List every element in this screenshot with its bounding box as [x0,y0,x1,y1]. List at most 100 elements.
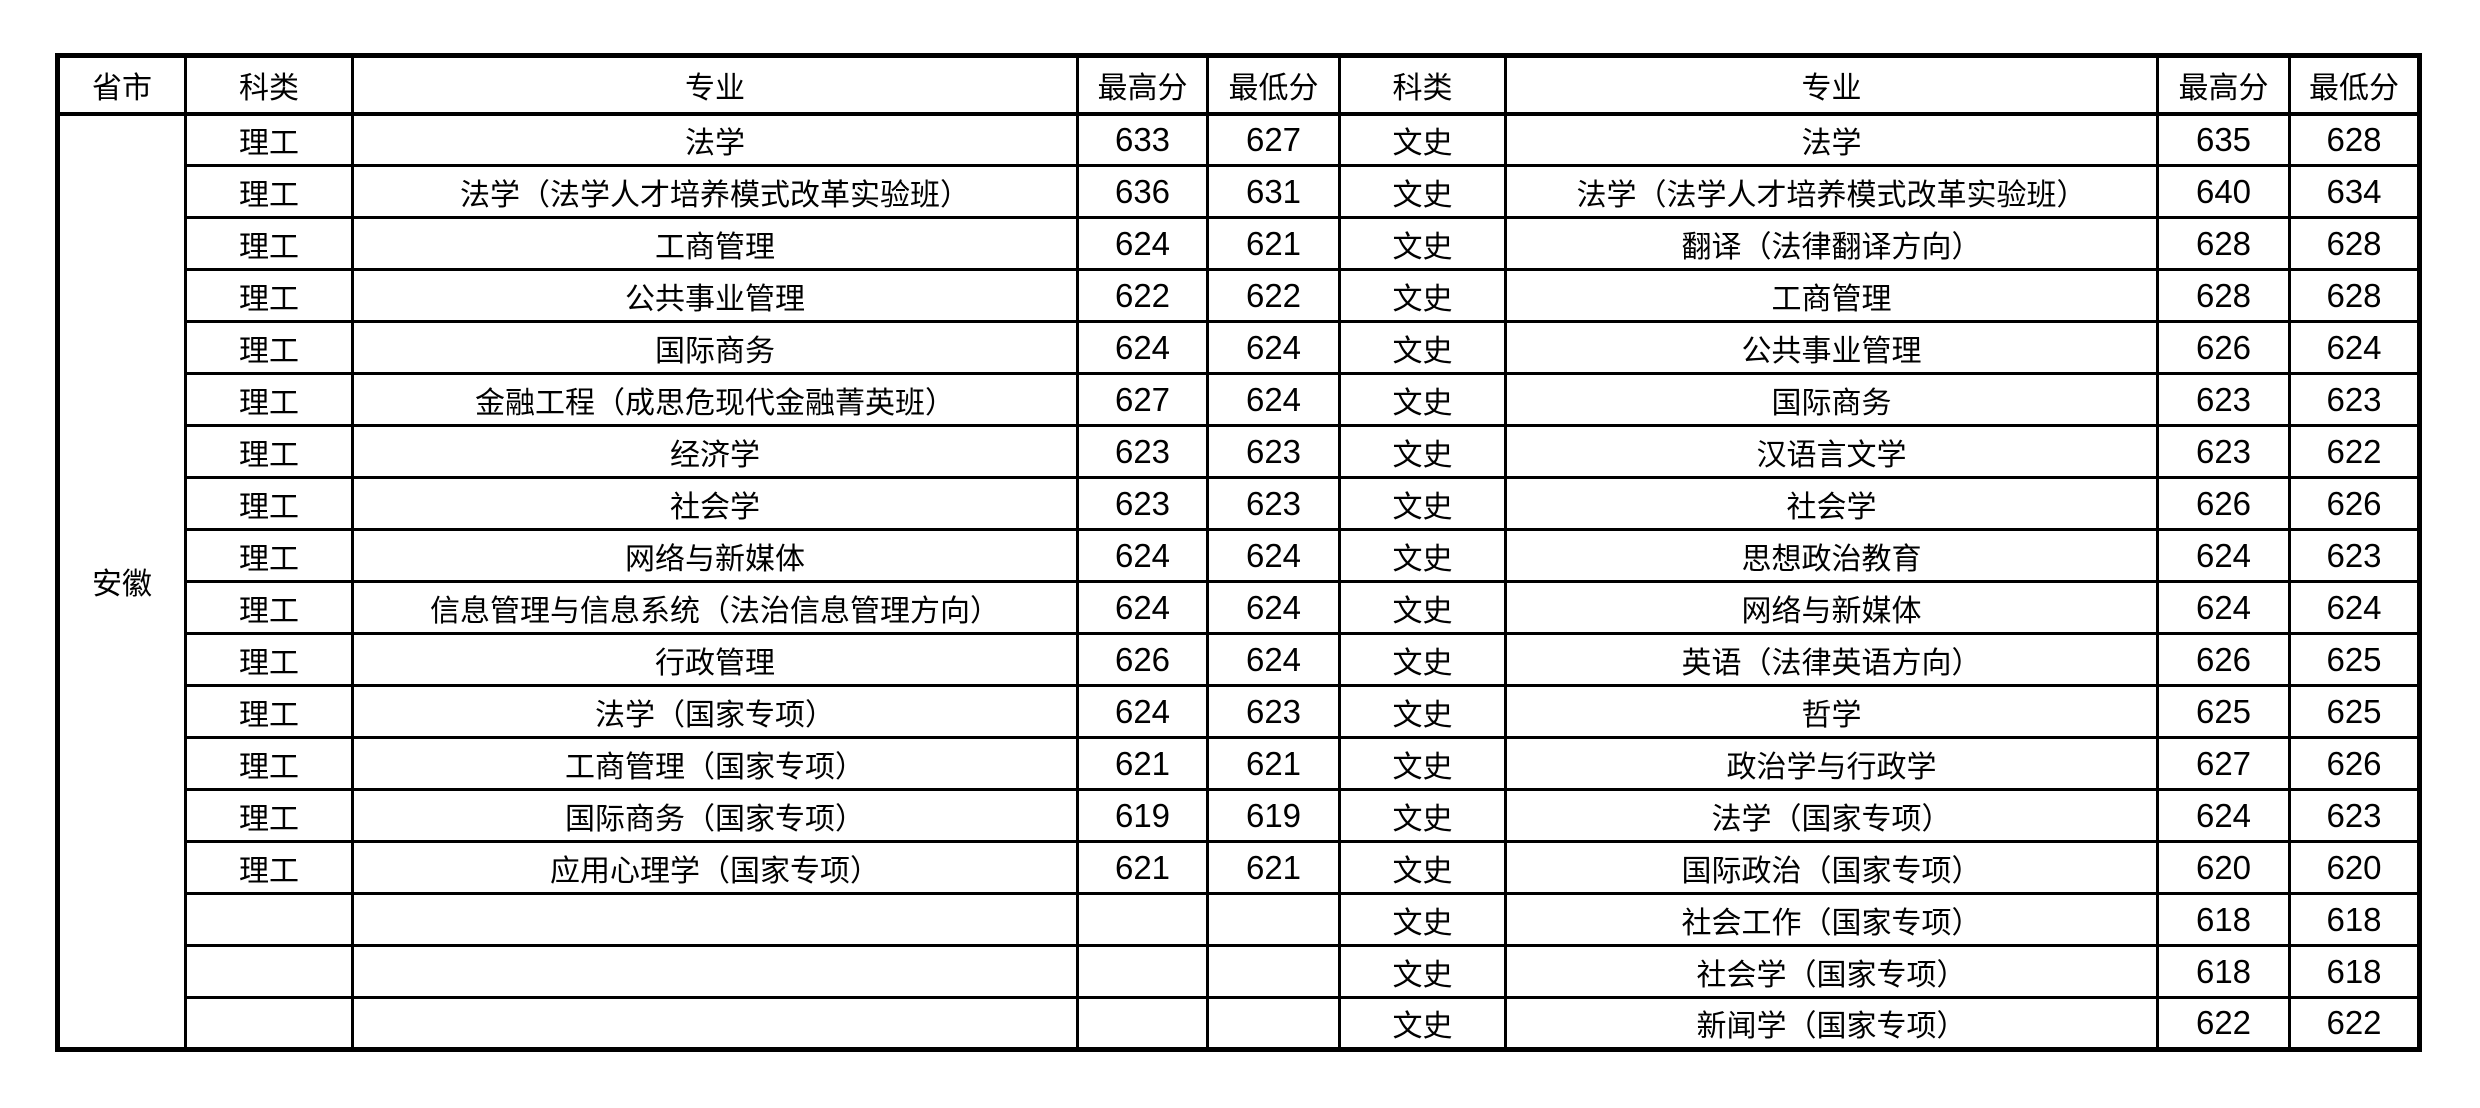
min-score-cell-right: 624 [2288,580,2421,635]
min-score-cell-right: 623 [2288,372,2421,427]
max-score-cell-right: 628 [2156,268,2291,323]
max-score-cell-right: 623 [2156,372,2291,427]
max-score-cell-left: 624 [1076,580,1209,635]
min-score-cell-right: 623 [2288,528,2421,583]
max-score-cell-left: 636 [1076,164,1209,219]
header-max-score-right: 最高分 [2156,54,2291,116]
major-cell-left: 应用心理学（国家专项） [351,840,1079,895]
major-cell-left [351,996,1079,1051]
max-score-cell-left: 624 [1076,216,1209,271]
min-score-cell-left: 623 [1206,684,1341,739]
category-cell-right: 文史 [1338,996,1507,1051]
category-cell-right: 文史 [1338,164,1507,219]
major-cell-right: 工商管理 [1504,268,2159,323]
min-score-cell-left: 624 [1206,528,1341,583]
major-cell-left: 经济学 [351,424,1079,479]
max-score-cell-right: 618 [2156,892,2291,947]
major-cell-right: 新闻学（国家专项） [1504,996,2159,1051]
category-cell-left: 理工 [184,372,354,427]
table-row: 文史 社会工作（国家专项） 618 618 [58,892,2421,947]
min-score-cell-left [1206,996,1341,1051]
min-score-cell-right: 622 [2288,996,2421,1051]
max-score-cell-left: 623 [1076,476,1209,531]
major-cell-left: 工商管理 [351,216,1079,271]
category-cell-left: 理工 [184,632,354,687]
max-score-cell-left: 624 [1076,528,1209,583]
table-row: 文史 社会学（国家专项） 618 618 [58,944,2421,999]
max-score-cell-left: 633 [1076,112,1209,167]
min-score-cell-right: 628 [2288,268,2421,323]
category-cell-right: 文史 [1338,476,1507,531]
major-cell-right: 社会学（国家专项） [1504,944,2159,999]
major-cell-right: 公共事业管理 [1504,320,2159,375]
max-score-cell-right: 622 [2156,996,2291,1051]
min-score-cell-right: 620 [2288,840,2421,895]
major-cell-left: 国际商务（国家专项） [351,788,1079,843]
min-score-cell-right: 626 [2288,736,2421,791]
category-cell-left: 理工 [184,424,354,479]
header-province: 省市 [56,54,187,116]
category-cell-left [184,996,354,1051]
category-cell-right: 文史 [1338,268,1507,323]
header-row: 省市 科类 专业 最高分 最低分 科类 专业 最高分 最低分 [56,54,2421,116]
major-cell-left: 社会学 [351,476,1079,531]
major-cell-left [351,944,1079,999]
table-row: 理工 国际商务 624 624 文史 公共事业管理 626 624 [58,320,2421,375]
max-score-cell-left [1076,892,1209,947]
major-cell-left: 国际商务 [351,320,1079,375]
min-score-cell-left: 623 [1206,476,1341,531]
category-cell-right: 文史 [1338,736,1507,791]
category-cell-right: 文史 [1338,684,1507,739]
min-score-cell-left: 624 [1206,372,1341,427]
major-cell-right: 社会学 [1504,476,2159,531]
min-score-cell-right: 628 [2288,216,2421,271]
table-row: 理工 工商管理 624 621 文史 翻译（法律翻译方向） 628 628 [58,216,2421,271]
max-score-cell-right: 625 [2156,684,2291,739]
admission-scores-table: 省市 科类 专业 最高分 最低分 科类 专业 最高分 最低分 安徽 理工 法学 633… [55,53,2422,1052]
category-cell-left: 理工 [184,788,354,843]
min-score-cell-right: 618 [2288,892,2421,947]
max-score-cell-right: 623 [2156,424,2291,479]
category-cell-right: 文史 [1338,580,1507,635]
category-cell-left: 理工 [184,476,354,531]
min-score-cell-left: 624 [1206,580,1341,635]
max-score-cell-right: 626 [2156,320,2291,375]
category-cell-right: 文史 [1338,372,1507,427]
table-row: 理工 信息管理与信息系统（法治信息管理方向） 624 624 文史 网络与新媒体 624 62… [58,580,2421,635]
major-cell-right: 哲学 [1504,684,2159,739]
header-category-left: 科类 [184,54,354,116]
max-score-cell-right: 624 [2156,580,2291,635]
max-score-cell-right: 624 [2156,788,2291,843]
major-cell-left: 金融工程（成思危现代金融菁英班） [351,372,1079,427]
max-score-cell-left: 619 [1076,788,1209,843]
category-cell-left: 理工 [184,840,354,895]
major-cell-right: 英语（法律英语方向） [1504,632,2159,687]
max-score-cell-left: 623 [1076,424,1209,479]
category-cell-right: 文史 [1338,320,1507,375]
header-min-score-right: 最低分 [2288,54,2421,116]
major-cell-left: 法学（法学人才培养模式改革实验班） [351,164,1079,219]
min-score-cell-left: 627 [1206,112,1341,167]
category-cell-left: 理工 [184,580,354,635]
category-cell-right: 文史 [1338,424,1507,479]
category-cell-left [184,892,354,947]
table-row: 理工 工商管理（国家专项） 621 621 文史 政治学与行政学 627 626 [58,736,2421,791]
category-cell-right: 文史 [1338,216,1507,271]
min-score-cell-left: 621 [1206,736,1341,791]
header-category-right: 科类 [1338,54,1507,116]
admission-scores-table-wrap: 省市 科类 专业 最高分 最低分 科类 专业 最高分 最低分 安徽 理工 法学 633… [55,53,2422,1052]
major-cell-right: 国际商务 [1504,372,2159,427]
major-cell-right: 国际政治（国家专项） [1504,840,2159,895]
min-score-cell-right: 628 [2288,112,2421,167]
category-cell-right: 文史 [1338,892,1507,947]
major-cell-right: 社会工作（国家专项） [1504,892,2159,947]
category-cell-right: 文史 [1338,112,1507,167]
category-cell-left: 理工 [184,164,354,219]
table-row: 理工 行政管理 626 624 文史 英语（法律英语方向） 626 625 [58,632,2421,687]
max-score-cell-right: 620 [2156,840,2291,895]
major-cell-left: 信息管理与信息系统（法治信息管理方向） [351,580,1079,635]
min-score-cell-right: 625 [2288,632,2421,687]
min-score-cell-right: 623 [2288,788,2421,843]
category-cell-left: 理工 [184,528,354,583]
min-score-cell-right: 624 [2288,320,2421,375]
